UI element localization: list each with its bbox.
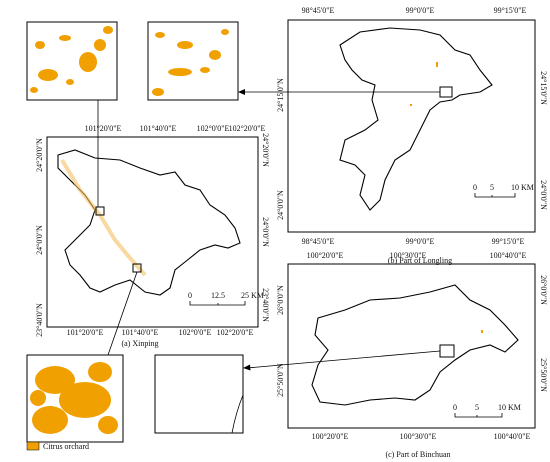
orchard-area bbox=[436, 62, 438, 67]
y-tick-label: 26°0'0"N bbox=[539, 275, 548, 305]
legend-label: Citrus orchard bbox=[43, 442, 89, 451]
y-tick-label: 25°50'0"N bbox=[539, 358, 548, 392]
arrowhead bbox=[243, 364, 251, 371]
y-tick-label: 26°0'0"N bbox=[276, 285, 285, 315]
scale-label: 12.5 bbox=[211, 291, 225, 300]
scale-label: 10 KM bbox=[498, 403, 521, 412]
x-tick-label: 102°20'0"E bbox=[217, 328, 254, 337]
x-tick-label: 102°0'0"E bbox=[179, 328, 212, 337]
scale-label: 0 bbox=[188, 291, 192, 300]
legend-swatch bbox=[26, 441, 40, 451]
y-tick-label: 24°0'0"N bbox=[261, 217, 270, 247]
y-tick-label: 24°0'0"N bbox=[539, 180, 548, 210]
y-tick-label: 24°15'0"N bbox=[539, 71, 548, 105]
x-tick-label: 101°20'0"E bbox=[85, 124, 122, 133]
caption: (b) Part of Longling bbox=[388, 256, 452, 265]
y-tick-label: 25°50'0"N bbox=[276, 363, 285, 397]
map-frame bbox=[287, 263, 536, 429]
caption: (c) Part of Binchuan bbox=[385, 450, 450, 459]
x-tick-label: 99°15'0"E bbox=[494, 6, 527, 15]
y-tick-label: 24°0'0"N bbox=[35, 225, 44, 255]
x-tick-label: 100°40'0"E bbox=[490, 251, 527, 260]
region-outline bbox=[57, 149, 241, 296]
y-tick-label: 24°20'0"N bbox=[35, 138, 44, 172]
scale-label: 5 bbox=[475, 403, 479, 412]
map-frame bbox=[287, 19, 536, 233]
orchard-area bbox=[410, 104, 412, 106]
scale-label: 10 KM bbox=[511, 183, 534, 192]
caption: (a) Xinping bbox=[121, 339, 158, 348]
x-tick-label: 102°0'0"E bbox=[197, 124, 230, 133]
x-tick-label: 100°40'0"E bbox=[494, 432, 531, 441]
x-tick-label: 98°45'0"E bbox=[302, 6, 335, 15]
orchard-area bbox=[60, 158, 147, 277]
orchard-area bbox=[481, 330, 483, 333]
scale-bar bbox=[474, 193, 516, 198]
orchard-patches bbox=[30, 362, 118, 434]
inset bbox=[154, 354, 244, 434]
x-tick-label: 99°0'0"E bbox=[406, 237, 435, 246]
scale-bar bbox=[189, 301, 246, 306]
x-tick-label: 101°40'0"E bbox=[140, 124, 177, 133]
connector bbox=[107, 271, 138, 356]
map-frame bbox=[46, 136, 259, 328]
inset bbox=[26, 21, 118, 101]
scale-label: 25 KM bbox=[241, 291, 264, 300]
zoom-box bbox=[95, 206, 105, 216]
y-tick-label: 23°40'0"N bbox=[35, 303, 44, 337]
x-tick-label: 100°30'0"E bbox=[390, 251, 427, 260]
x-tick-label: 100°30'0"E bbox=[400, 432, 437, 441]
inset bbox=[26, 354, 124, 443]
x-tick-label: 102°20'0"E bbox=[229, 124, 266, 133]
region-outline bbox=[311, 284, 519, 406]
y-tick-label: 24°20'0"N bbox=[261, 133, 270, 167]
scale-label: 5 bbox=[490, 183, 494, 192]
x-tick-label: 101°20'0"E bbox=[67, 328, 104, 337]
x-tick-label: 98°45'0"E bbox=[302, 237, 335, 246]
connector bbox=[246, 350, 441, 369]
y-tick-label: 24°0'0"N bbox=[276, 190, 285, 220]
x-tick-label: 100°20'0"E bbox=[307, 251, 344, 260]
y-tick-label: 23°40'0"N bbox=[261, 288, 270, 322]
orchard-patches bbox=[30, 26, 113, 93]
x-tick-label: 99°15'0"E bbox=[492, 237, 525, 246]
arrowhead bbox=[238, 89, 245, 95]
x-tick-label: 99°0'0"E bbox=[406, 6, 435, 15]
y-tick-label: 24°15'0"N bbox=[276, 78, 285, 112]
x-tick-label: 101°40'0"E bbox=[122, 328, 159, 337]
scale-label: 0 bbox=[473, 183, 477, 192]
orchard-patches bbox=[152, 29, 229, 96]
scale-bar bbox=[454, 413, 503, 418]
x-tick-label: 100°20'0"E bbox=[312, 432, 349, 441]
scale-label: 0 bbox=[453, 403, 457, 412]
region-outline bbox=[339, 27, 493, 211]
region-outline bbox=[231, 394, 244, 434]
inset bbox=[147, 21, 239, 101]
